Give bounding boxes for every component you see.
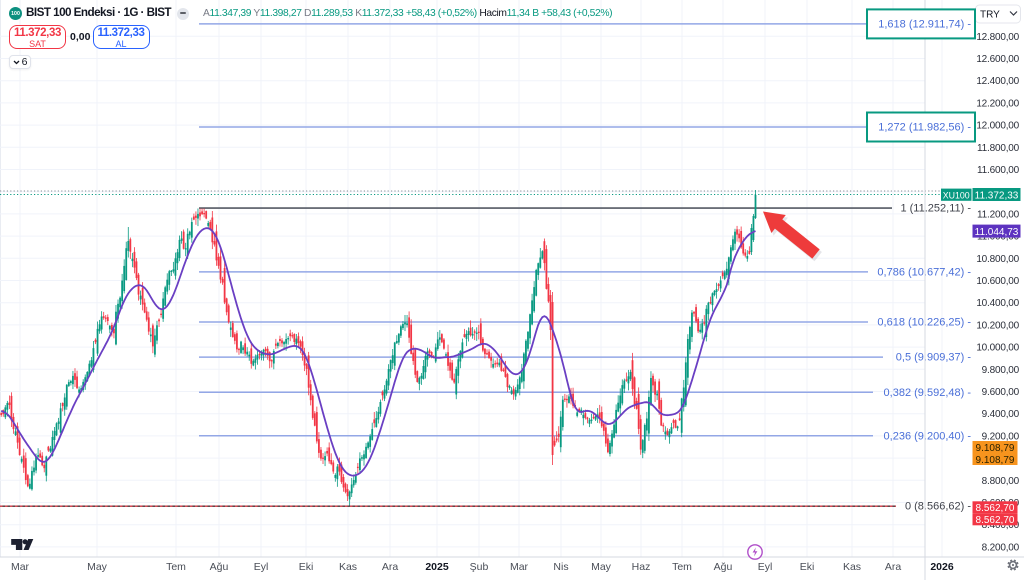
svg-text:Haz: Haz bbox=[632, 561, 651, 573]
svg-text:0,786 (10.677,42) -: 0,786 (10.677,42) - bbox=[877, 266, 971, 278]
svg-text:Kas: Kas bbox=[843, 561, 861, 573]
svg-text:11.372,33: 11.372,33 bbox=[975, 190, 1019, 201]
svg-text:Eyl: Eyl bbox=[254, 561, 269, 573]
svg-text:Tem: Tem bbox=[166, 561, 186, 573]
svg-text:0,5 (9.909,37) -: 0,5 (9.909,37) - bbox=[896, 352, 972, 364]
svg-text:11.200,00: 11.200,00 bbox=[977, 209, 1020, 220]
svg-text:Eki: Eki bbox=[299, 561, 314, 573]
svg-text:Ağu: Ağu bbox=[714, 561, 733, 573]
svg-text:10.400,00: 10.400,00 bbox=[976, 298, 1019, 309]
svg-text:12.200,00: 12.200,00 bbox=[976, 98, 1019, 109]
svg-text:8.800,00: 8.800,00 bbox=[982, 476, 1020, 487]
svg-text:Şub: Şub bbox=[470, 561, 489, 573]
svg-text:XU100: XU100 bbox=[943, 191, 970, 201]
svg-text:Eki: Eki bbox=[800, 561, 815, 573]
svg-text:8.200,00: 8.200,00 bbox=[982, 542, 1020, 553]
svg-text:10.200,00: 10.200,00 bbox=[976, 320, 1019, 331]
svg-text:2025: 2025 bbox=[425, 561, 449, 573]
svg-text:Ara: Ara bbox=[382, 561, 399, 573]
svg-text:8.562,70: 8.562,70 bbox=[976, 503, 1015, 514]
svg-text:May: May bbox=[87, 561, 108, 573]
svg-text:10.800,00: 10.800,00 bbox=[976, 254, 1019, 265]
svg-text:12.400,00: 12.400,00 bbox=[976, 76, 1019, 87]
svg-text:1,618 (12.911,74) -: 1,618 (12.911,74) - bbox=[878, 18, 971, 30]
svg-text:0,382 (9.592,48) -: 0,382 (9.592,48) - bbox=[884, 387, 972, 399]
svg-text:2026: 2026 bbox=[930, 561, 954, 573]
svg-text:12.800,00: 12.800,00 bbox=[976, 32, 1019, 43]
svg-text:TRY: TRY bbox=[980, 10, 1000, 21]
svg-text:11.600,00: 11.600,00 bbox=[977, 165, 1020, 176]
svg-text:11.800,00: 11.800,00 bbox=[977, 143, 1020, 154]
svg-text:0,236 (9.200,40) -: 0,236 (9.200,40) - bbox=[884, 430, 972, 442]
svg-text:9.200,00: 9.200,00 bbox=[982, 431, 1020, 442]
svg-text:Tem: Tem bbox=[672, 561, 692, 573]
svg-text:9.108,79: 9.108,79 bbox=[976, 443, 1015, 454]
svg-text:Mar: Mar bbox=[510, 561, 529, 573]
svg-text:Ağu: Ağu bbox=[210, 561, 229, 573]
svg-text:8.400,00: 8.400,00 bbox=[982, 520, 1020, 531]
svg-text:8.562,70: 8.562,70 bbox=[976, 515, 1015, 526]
svg-text:1 (11.252,11) -: 1 (11.252,11) - bbox=[900, 203, 971, 215]
svg-text:Ara: Ara bbox=[885, 561, 902, 573]
svg-text:May: May bbox=[591, 561, 612, 573]
svg-text:0 (8.566,62) -: 0 (8.566,62) - bbox=[905, 501, 971, 513]
svg-text:10.600,00: 10.600,00 bbox=[976, 276, 1019, 287]
svg-text:10.000,00: 10.000,00 bbox=[976, 343, 1019, 354]
svg-text:Eyl: Eyl bbox=[758, 561, 773, 573]
svg-text:Mar: Mar bbox=[11, 561, 30, 573]
svg-text:1,272 (11.982,56) -: 1,272 (11.982,56) - bbox=[878, 122, 971, 134]
svg-text:12.600,00: 12.600,00 bbox=[976, 54, 1019, 65]
svg-text:9.800,00: 9.800,00 bbox=[982, 365, 1020, 376]
svg-text:Nis: Nis bbox=[553, 561, 568, 573]
svg-text:0,618 (10.226,25) -: 0,618 (10.226,25) - bbox=[877, 317, 971, 329]
svg-text:9.600,00: 9.600,00 bbox=[982, 387, 1020, 398]
svg-text:9.108,79: 9.108,79 bbox=[976, 455, 1015, 466]
svg-text:Kas: Kas bbox=[339, 561, 357, 573]
svg-text:9.400,00: 9.400,00 bbox=[982, 409, 1020, 420]
svg-text:11.044,73: 11.044,73 bbox=[975, 227, 1019, 238]
svg-text:12.000,00: 12.000,00 bbox=[976, 121, 1019, 132]
